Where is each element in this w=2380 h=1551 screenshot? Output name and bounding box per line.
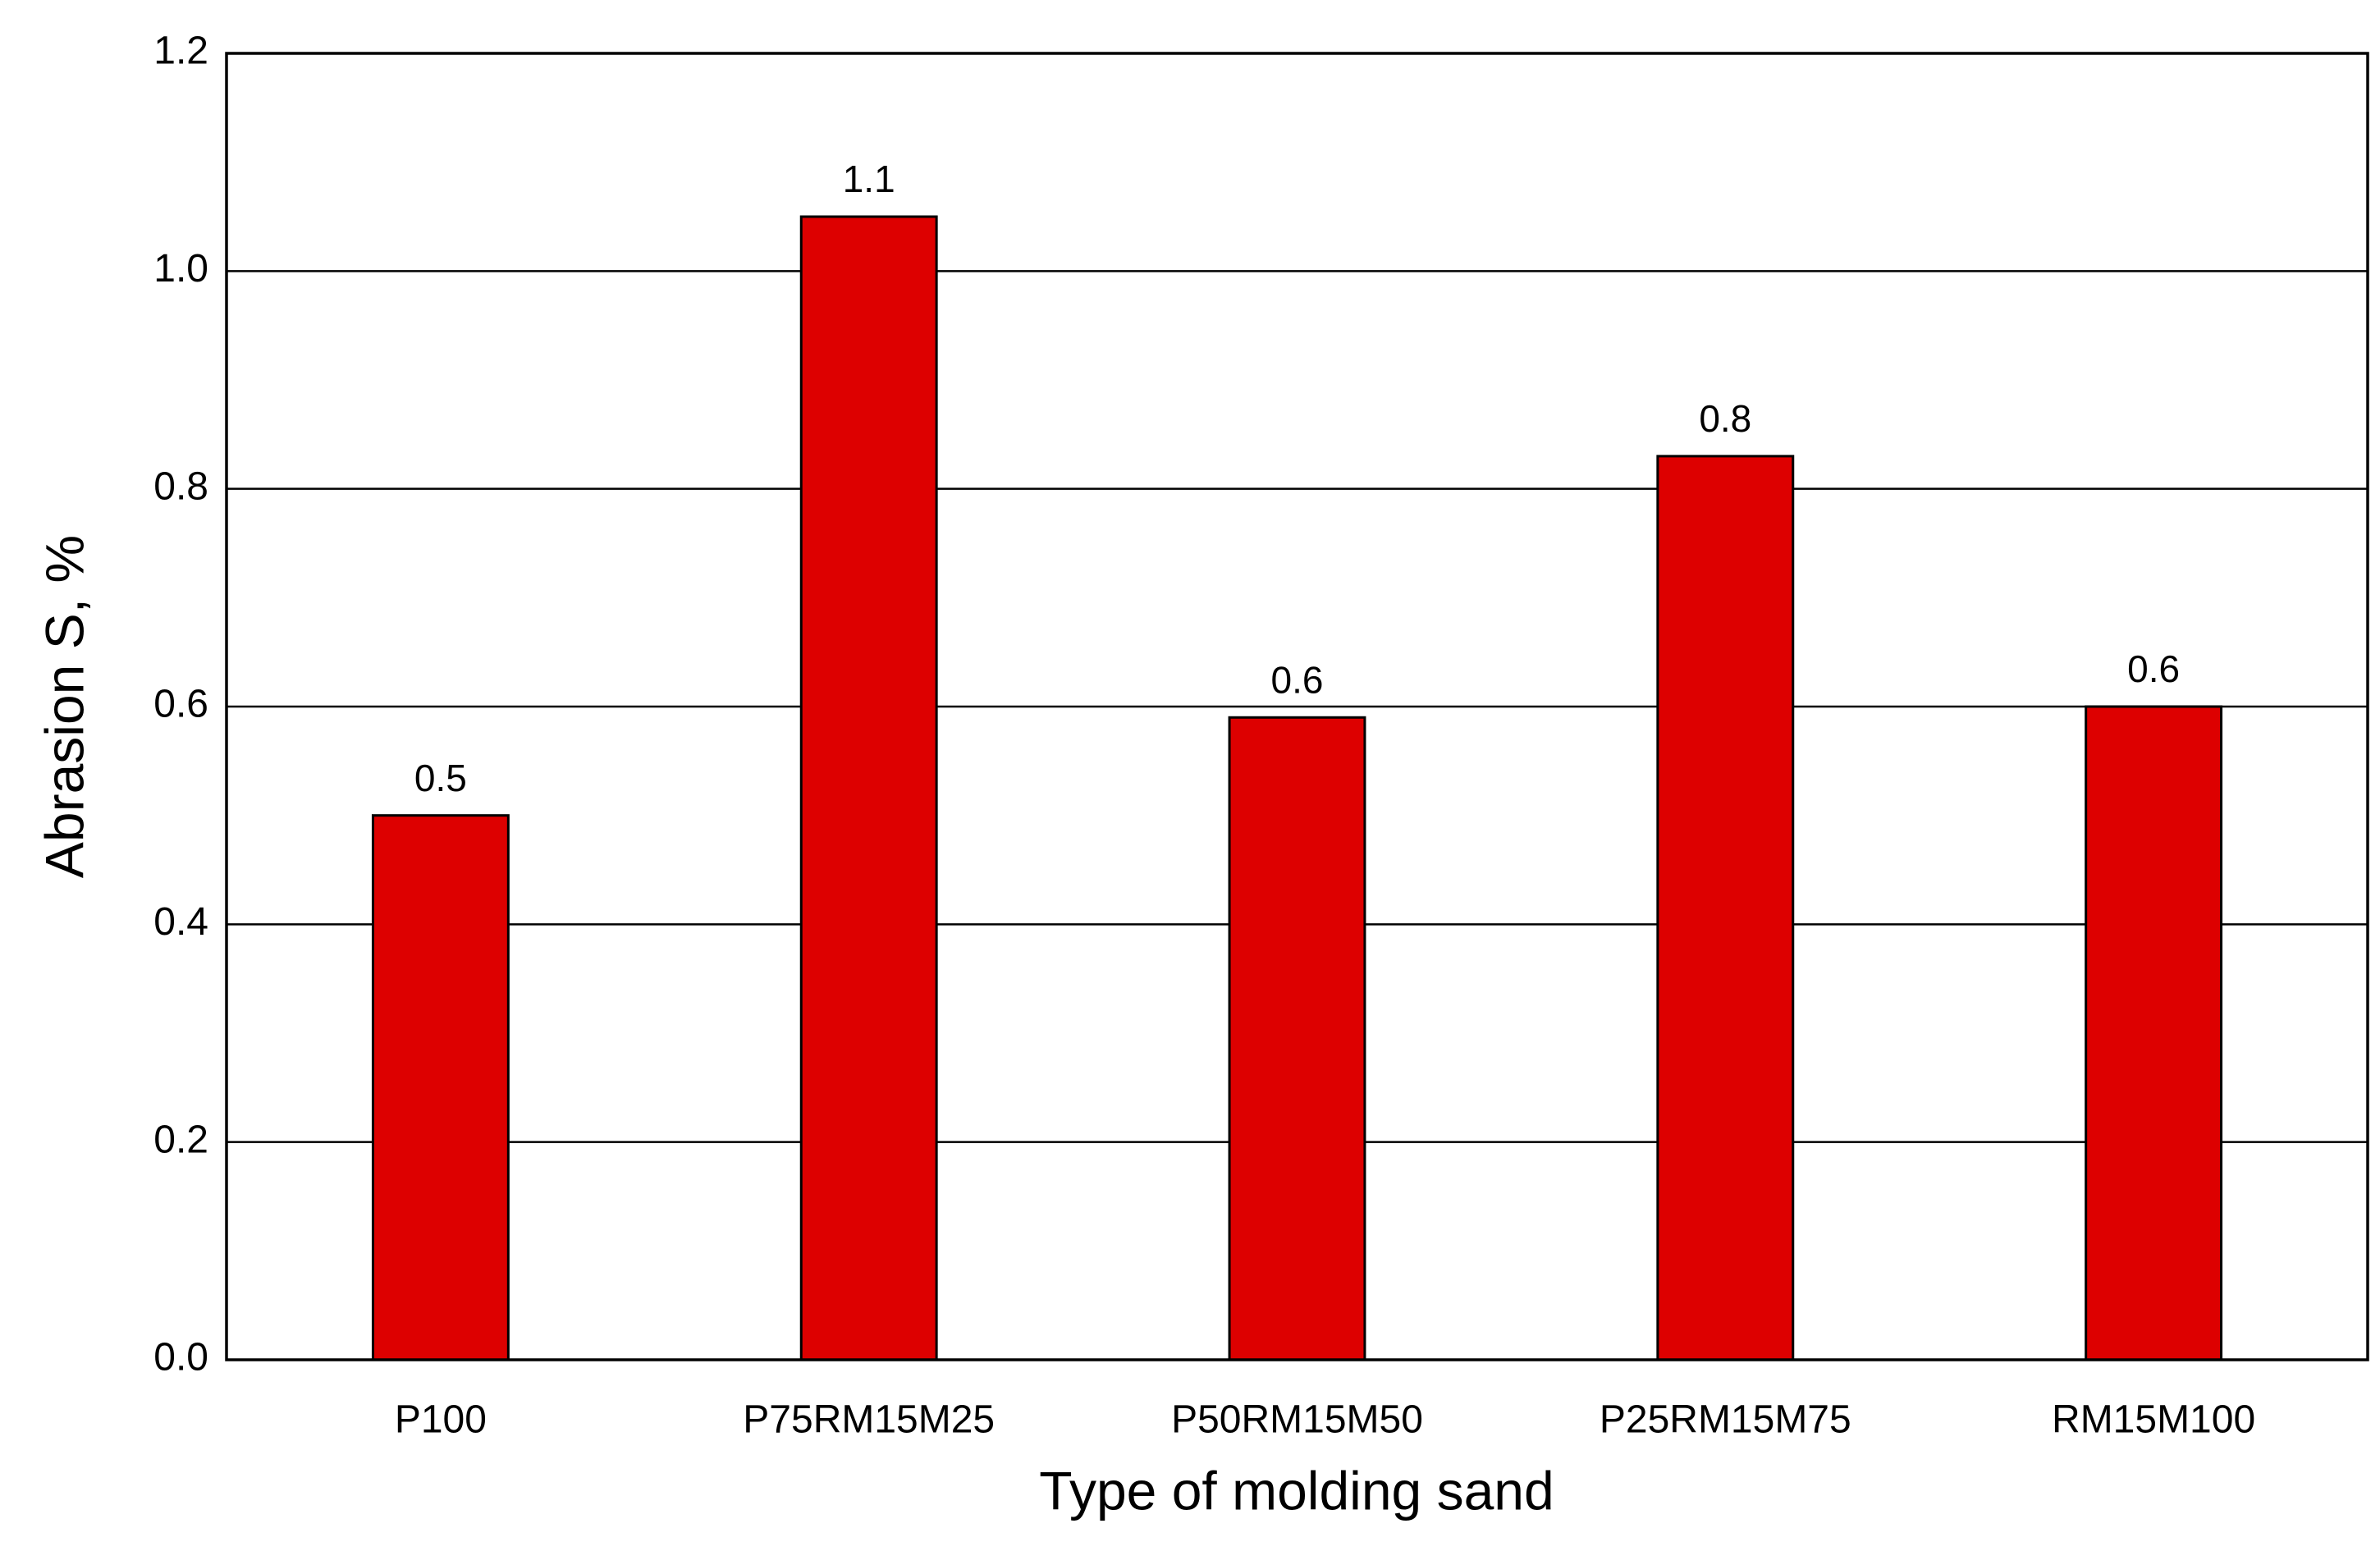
plot-frame — [225, 52, 2369, 1361]
x-tick-label: P100 — [395, 1398, 487, 1442]
x-tick-label: P50RM15M50 — [1171, 1398, 1423, 1442]
y-tick-label: 0.2 — [153, 1118, 208, 1161]
y-tick-label: 0.4 — [153, 900, 208, 944]
x-tick-label: P25RM15M75 — [1600, 1398, 1851, 1442]
bar — [2085, 705, 2223, 1361]
value-label: 0.8 — [1699, 397, 1751, 440]
bar — [1656, 455, 1795, 1361]
y-tick-label: 0.0 — [153, 1336, 208, 1379]
value-label: 0.6 — [1271, 658, 1324, 701]
bar — [799, 215, 938, 1361]
bar — [371, 814, 510, 1361]
y-axis-title: Abrasion S, % — [34, 535, 94, 878]
value-label: 1.1 — [843, 158, 895, 200]
y-tick-label: 0.8 — [153, 464, 208, 508]
value-label: 0.6 — [2127, 647, 2180, 690]
x-tick-label: RM15M100 — [2052, 1398, 2255, 1442]
value-label: 0.5 — [414, 757, 467, 799]
y-tick-label: 1.2 — [153, 30, 208, 73]
x-tick-label: P75RM15M25 — [743, 1398, 995, 1442]
y-tick-label: 0.6 — [153, 683, 208, 726]
y-tick-label: 1.0 — [153, 247, 208, 291]
bar — [1228, 716, 1366, 1361]
x-axis-title: Type of molding sand — [1039, 1460, 1554, 1521]
